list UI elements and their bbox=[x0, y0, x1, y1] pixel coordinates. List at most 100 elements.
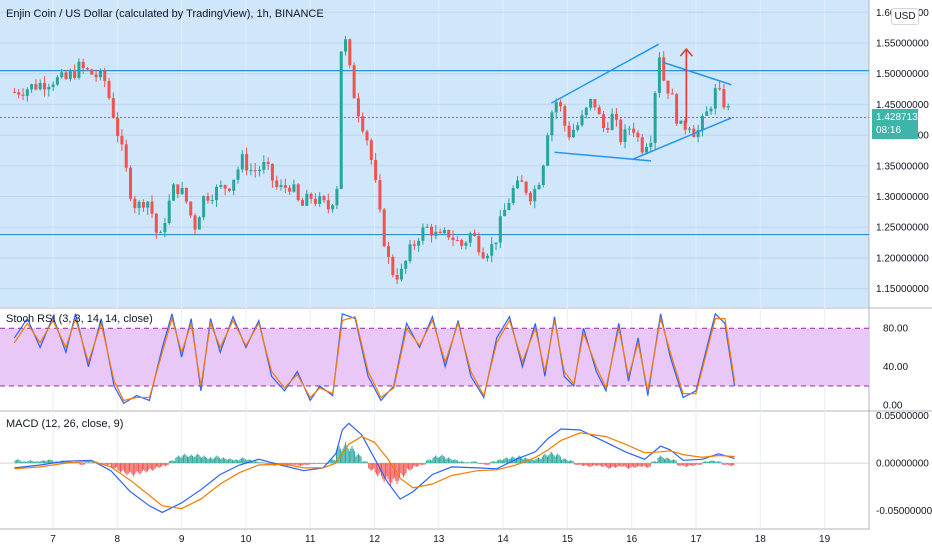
macd-histogram-bar bbox=[17, 459, 19, 464]
candle-body bbox=[103, 70, 107, 81]
macd-histogram-bar bbox=[561, 459, 563, 464]
macd-histogram-bar bbox=[413, 463, 415, 466]
macd-histogram-bar bbox=[635, 463, 637, 468]
macd-histogram-bar bbox=[136, 463, 138, 472]
macd-histogram-bar bbox=[81, 463, 83, 466]
candle-body bbox=[541, 165, 545, 185]
candle-body bbox=[430, 226, 434, 236]
macd-histogram-bar bbox=[354, 451, 356, 464]
macd-histogram-bar bbox=[41, 460, 43, 464]
macd-histogram-bar bbox=[649, 463, 651, 467]
macd-histogram-bar bbox=[104, 463, 106, 465]
candle-body bbox=[180, 187, 184, 194]
candle-body bbox=[404, 260, 408, 269]
price-tick-label: 1.35000000 bbox=[876, 161, 929, 172]
macd-histogram-bar bbox=[463, 461, 465, 464]
macd-histogram-bar bbox=[324, 463, 326, 464]
macd-histogram-bar bbox=[289, 463, 291, 466]
macd-histogram-bar bbox=[589, 463, 591, 467]
candle-body bbox=[369, 140, 373, 160]
macd-histogram-bar bbox=[144, 463, 146, 472]
macd-histogram-bar bbox=[514, 458, 516, 464]
candle-body bbox=[374, 159, 378, 181]
macd-histogram-bar bbox=[162, 463, 164, 466]
macd-histogram-bar bbox=[171, 460, 173, 464]
macd-tick-label: 0.00000000 bbox=[876, 459, 929, 470]
macd-histogram-bar bbox=[172, 460, 174, 464]
macd-histogram-bar bbox=[456, 460, 458, 464]
macd-histogram-bar bbox=[22, 461, 24, 464]
macd-histogram-bar bbox=[207, 459, 209, 464]
macd-histogram-bar bbox=[372, 463, 374, 470]
macd-histogram-bar bbox=[507, 458, 509, 464]
macd-histogram-bar bbox=[671, 459, 673, 464]
macd-histogram-bar bbox=[47, 459, 49, 464]
macd-histogram-bar bbox=[718, 461, 720, 464]
macd-histogram-bar bbox=[573, 463, 575, 465]
macd-histogram-bar bbox=[68, 461, 70, 464]
macd-histogram-bar bbox=[265, 463, 267, 465]
macd-histogram-bar bbox=[703, 461, 705, 464]
candle-body bbox=[580, 115, 584, 126]
price-tick-label: 1.55000000 bbox=[876, 38, 929, 49]
stoch-d-line bbox=[13, 315, 736, 402]
macd-histogram-bar bbox=[294, 463, 296, 465]
macd-histogram-bar bbox=[723, 463, 725, 465]
macd-histogram-bar bbox=[242, 457, 244, 464]
macd-histogram-bar bbox=[474, 461, 476, 464]
macd-histogram-bar bbox=[379, 463, 381, 473]
macd-histogram-bar bbox=[622, 463, 624, 467]
macd-histogram-bar bbox=[163, 463, 165, 466]
candle-body bbox=[709, 108, 713, 112]
macd-histogram-bar bbox=[627, 463, 629, 469]
price-tick-label: 1.50000000 bbox=[876, 69, 929, 80]
candle-body bbox=[675, 94, 679, 124]
macd-histogram-bar bbox=[624, 463, 626, 466]
macd-histogram-bar bbox=[78, 463, 80, 465]
macd-histogram-bar bbox=[549, 453, 551, 464]
candle-body bbox=[623, 129, 627, 142]
candle-body bbox=[421, 227, 425, 241]
macd-histogram-bar bbox=[607, 463, 609, 468]
time-tick-label: 19 bbox=[819, 534, 831, 545]
macd-histogram-bar bbox=[676, 463, 678, 466]
macd-histogram-bar bbox=[505, 457, 507, 464]
macd-histogram-bar bbox=[235, 459, 237, 464]
macd-histogram-bar bbox=[689, 463, 691, 466]
macd-histogram-bar bbox=[373, 463, 375, 469]
macd-histogram-bar bbox=[121, 463, 123, 472]
currency-badge[interactable]: USD bbox=[891, 8, 919, 25]
time-tick-label: 9 bbox=[179, 534, 185, 545]
macd-histogram-bar bbox=[361, 461, 363, 464]
macd-histogram-bar bbox=[352, 448, 354, 464]
macd-histogram-bar bbox=[247, 459, 249, 464]
macd-histogram-bar bbox=[203, 455, 205, 464]
candle-body bbox=[232, 179, 236, 191]
macd-histogram-bar bbox=[594, 463, 596, 466]
macd-histogram-bar bbox=[269, 463, 271, 465]
macd-histogram-bar bbox=[170, 460, 172, 464]
macd-histogram-bar bbox=[679, 463, 681, 466]
macd-histogram-bar bbox=[655, 461, 657, 464]
macd-histogram-bar bbox=[228, 459, 230, 464]
macd-histogram-bar bbox=[640, 463, 642, 467]
macd-histogram-bar bbox=[460, 461, 462, 464]
macd-histogram-bar bbox=[644, 463, 646, 467]
macd-histogram-bar bbox=[176, 456, 178, 464]
macd-histogram-bar bbox=[291, 463, 293, 465]
macd-histogram-bar bbox=[91, 461, 93, 464]
macd-histogram-bar bbox=[42, 460, 44, 464]
candle-body bbox=[167, 200, 171, 224]
macd-histogram-bar bbox=[435, 455, 437, 464]
macd-histogram-bar bbox=[523, 458, 525, 464]
bar-countdown: 08:16 bbox=[876, 125, 902, 137]
macd-histogram-bar bbox=[117, 463, 119, 470]
macd-histogram-bar bbox=[210, 457, 212, 464]
macd-histogram-bar bbox=[89, 462, 91, 464]
candle-body bbox=[679, 120, 683, 124]
candle-body bbox=[68, 71, 72, 79]
macd-histogram-bar bbox=[500, 459, 502, 464]
macd-histogram-bar bbox=[184, 453, 186, 464]
